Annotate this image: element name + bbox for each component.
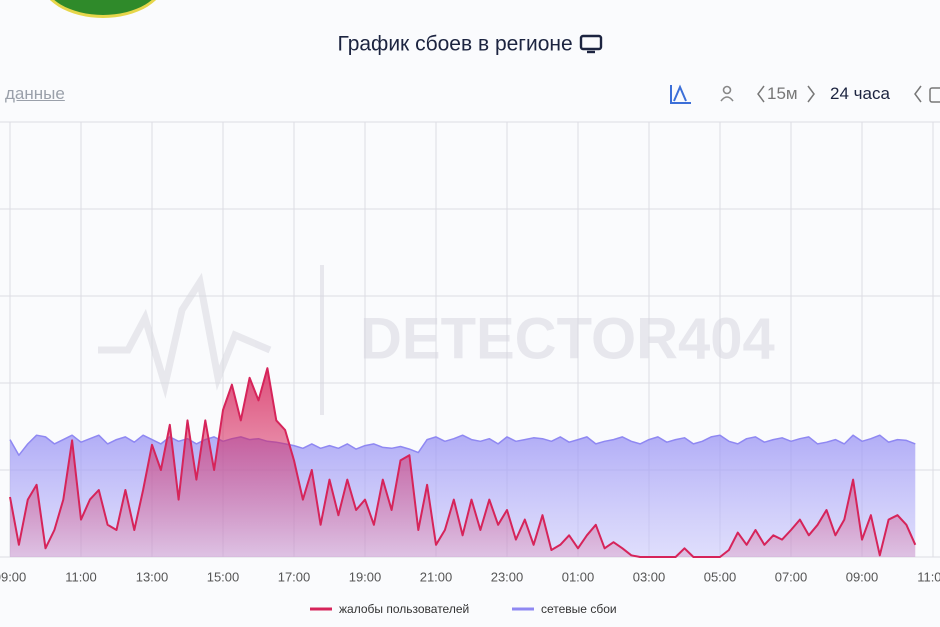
header: График сбоев в регионе [0,32,940,56]
interval[interactable]: 15м [767,84,798,103]
title: График сбоев в регионе [337,32,573,56]
user-icon[interactable] [718,84,736,104]
next-interval[interactable] [806,84,816,104]
x-tick-label: 11:00 [65,569,97,584]
x-axis: 09:00 11:00 13:00 15:00 17:00 19:00 21:00 23:00… [0,569,940,584]
series-line [9,367,917,558]
x-tick-label: 09:00 [846,569,879,584]
legend-label: сетевые сбои [541,602,617,616]
watermark: DETECTOR404 [98,265,775,415]
legend-label: жалобы пользователей [339,602,469,616]
x-tick-label: 15:00 [207,569,240,584]
x-tick-label: 07:00 [775,569,808,584]
period[interactable]: 24 часа [830,84,890,103]
chart-mode-icon[interactable] [668,82,694,106]
x-tick-label: 19:00 [349,569,382,584]
legend: жалобы пользователей сетевые сбои [310,602,617,616]
monitor-icon [579,35,602,54]
x-tick-label: 11:00 [917,569,940,584]
x-tick-label: 09:00 [0,569,26,584]
series-area [10,368,916,557]
x-tick-label: 17:00 [278,569,311,584]
prev-interval[interactable] [756,84,766,104]
x-tick-label: 03:00 [633,569,666,584]
series-line [9,434,916,456]
data-link[interactable]: данные [5,84,65,103]
calendar-nav[interactable] [912,84,940,104]
x-tick-label: 21:00 [420,569,453,584]
x-tick-label: 23:00 [491,569,524,584]
watermark-text: DETECTOR404 [360,306,775,371]
plot [9,367,917,558]
x-tick-label: 05:00 [704,569,737,584]
x-tick-label: 13:00 [136,569,169,584]
x-tick-label: 01:00 [562,569,595,584]
